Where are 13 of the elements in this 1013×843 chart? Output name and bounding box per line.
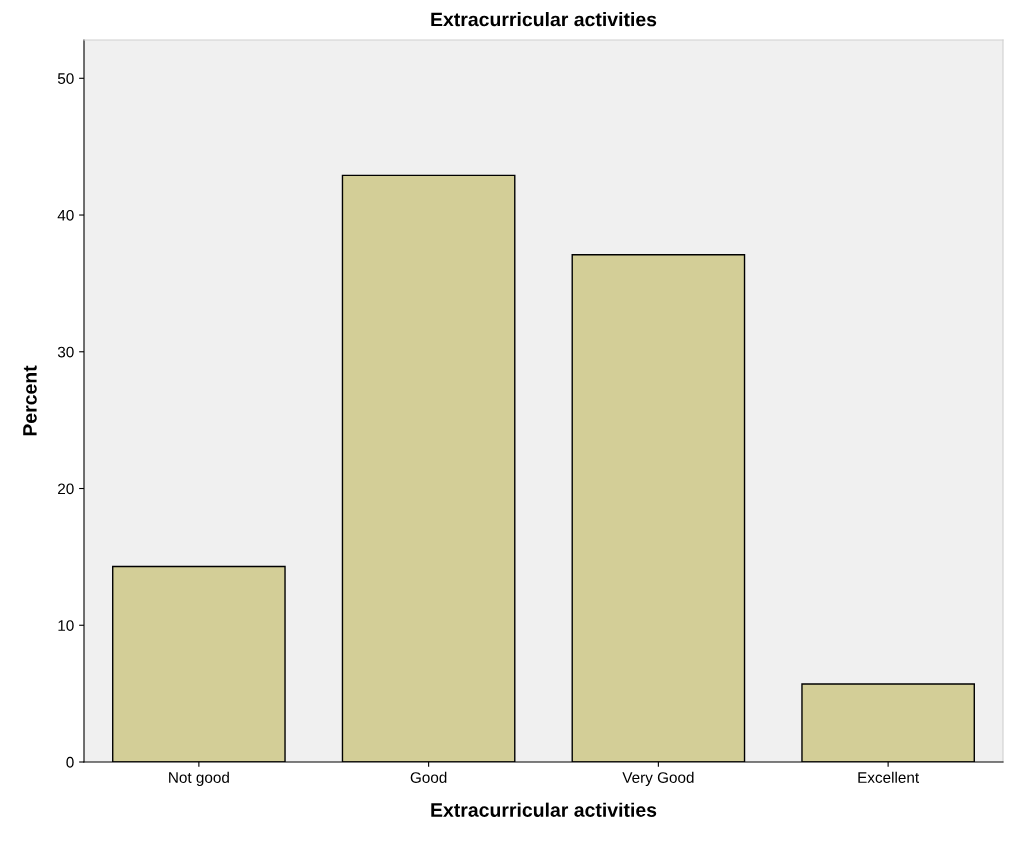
x-axis-title: Extracurricular activities [431, 802, 657, 817]
y-tick-label: 40 [57, 209, 74, 221]
y-tick-label: 30 [57, 346, 74, 358]
y-tick-label: 10 [58, 620, 74, 631]
y-tick-label: 50 [57, 73, 74, 84]
x-tick-label: Excellent [858, 771, 920, 783]
chart-title: Extracurricular activities [431, 12, 657, 27]
x-tick-label: Good [410, 771, 447, 783]
y-axis-title: Percent [23, 365, 37, 436]
y-tick-label: 20 [58, 483, 74, 495]
y-tick-label: 0 [66, 756, 74, 768]
x-tick-label: Not good [169, 771, 229, 786]
x-tick-label: Very Good [622, 771, 694, 786]
